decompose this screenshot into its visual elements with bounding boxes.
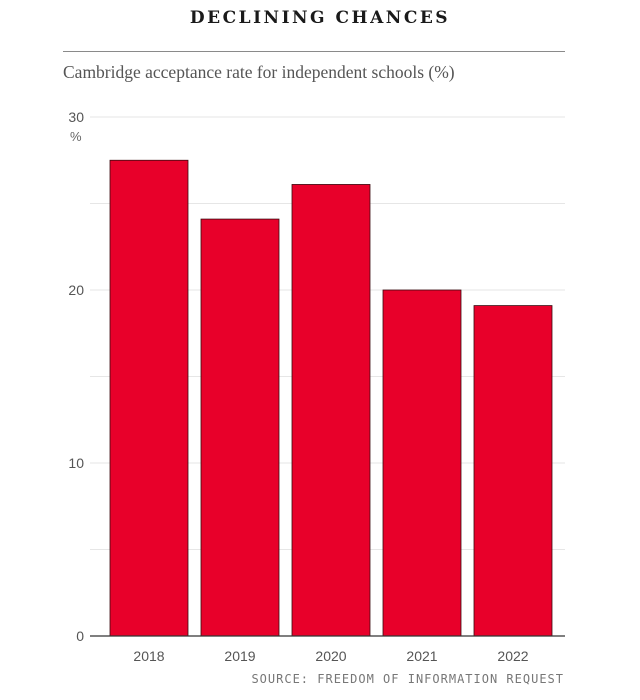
chart-title: DECLINING CHANCES (189, 8, 451, 28)
y-tick-label: 0 (76, 628, 84, 644)
x-tick-label: 2018 (133, 648, 164, 664)
y-tick-label: 20 (68, 282, 84, 298)
bar-2020 (291, 184, 371, 637)
x-tick-label: 2019 (224, 648, 255, 664)
bars (109, 159, 553, 637)
source-note: SOURCE: FREEDOM OF INFORMATION REQUEST (251, 672, 564, 686)
chart-subtitle: Cambridge acceptance rate for independen… (63, 62, 455, 82)
x-tick-label: 2020 (315, 648, 346, 664)
y-tick-label: 10 (68, 455, 84, 471)
title-rule (63, 51, 565, 52)
bar-2019 (200, 218, 280, 637)
x-tick-label: 2022 (497, 648, 528, 664)
bar-2022 (473, 305, 553, 637)
x-tick-label: 2021 (406, 648, 437, 664)
x-axis-labels: 2018 2019 2020 2021 2022 (133, 648, 528, 664)
y-axis-labels: 0 10 20 30 (68, 109, 84, 644)
y-tick-label: 30 (68, 109, 84, 125)
bar-2018 (109, 159, 189, 637)
bar-2021 (382, 289, 462, 637)
y-unit-label: % (70, 129, 82, 144)
